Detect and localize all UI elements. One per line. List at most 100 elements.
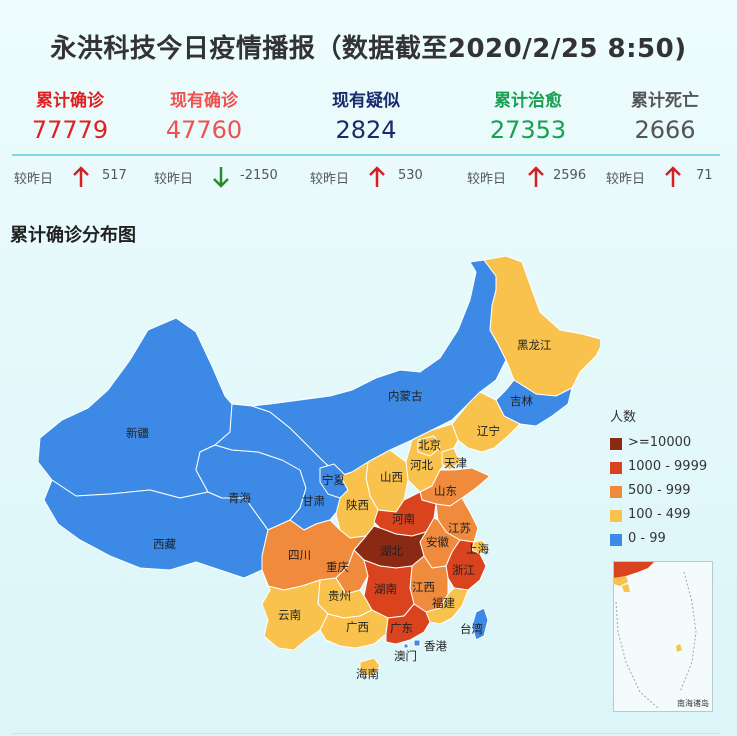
legend-item[interactable]: 500 - 999 bbox=[610, 481, 691, 505]
province-label: 江苏 bbox=[448, 521, 471, 535]
delta-label: 较昨日 bbox=[154, 172, 194, 187]
province-label: 海南 bbox=[356, 667, 379, 681]
province-label: 甘肃 bbox=[302, 494, 325, 508]
province-label: 天津 bbox=[444, 456, 467, 470]
delta-label: 较昨日 bbox=[14, 172, 54, 187]
province-label: 广东 bbox=[390, 621, 413, 635]
province-macau[interactable] bbox=[403, 643, 409, 649]
province-label: 山西 bbox=[380, 470, 403, 484]
arrow-up-icon bbox=[369, 166, 385, 187]
inset-map bbox=[614, 562, 697, 709]
stat-deaths: 累计死亡 2666 bbox=[595, 86, 735, 144]
province-yunnan[interactable] bbox=[261, 569, 329, 651]
province-taiwan[interactable] bbox=[471, 607, 489, 641]
legend-label: >=10000 bbox=[628, 435, 692, 450]
arrow-up-icon bbox=[665, 166, 681, 187]
legend-swatch bbox=[610, 510, 622, 522]
arrow-up-icon bbox=[73, 166, 89, 187]
delta-label: 较昨日 bbox=[467, 172, 507, 187]
stat-cured: 累计治愈 27353 bbox=[458, 86, 598, 144]
province-label: 贵州 bbox=[328, 589, 351, 603]
delta-value: 530 bbox=[398, 168, 423, 183]
stat-label: 累计治愈 bbox=[494, 91, 562, 111]
stat-value: 27353 bbox=[489, 116, 567, 144]
south-china-sea-inset: 南海诸岛 bbox=[613, 561, 713, 712]
delta-value: 2596 bbox=[553, 168, 587, 183]
arrow-down-icon bbox=[213, 167, 229, 188]
stat-label: 现有疑似 bbox=[332, 91, 400, 111]
province-beijing[interactable] bbox=[417, 435, 441, 457]
province-guangdong[interactable] bbox=[385, 603, 431, 645]
province-label: 吉林 bbox=[510, 394, 533, 408]
stat-current-confirmed: 现有确诊 47760 bbox=[134, 86, 274, 144]
province-tianjin[interactable] bbox=[441, 447, 461, 471]
province-label: 安徽 bbox=[426, 535, 449, 549]
divider bbox=[12, 154, 720, 156]
arrow-up-icon bbox=[528, 166, 544, 187]
province-label: 上海 bbox=[466, 542, 489, 556]
stats-row: 累计确诊 77779 现有确诊 47760 现有疑似 2824 累计治愈 273… bbox=[0, 86, 737, 156]
stat-label: 累计死亡 bbox=[631, 91, 699, 111]
delta-value: 517 bbox=[102, 168, 127, 183]
province-jilin[interactable] bbox=[495, 379, 573, 427]
stat-label: 现有确诊 bbox=[170, 91, 238, 111]
map-legend: 人数 >=10000 1000 - 9999 500 - 999 100 - 4… bbox=[610, 406, 707, 553]
bottom-divider bbox=[12, 733, 720, 734]
stat-suspected: 现有疑似 2824 bbox=[296, 86, 436, 144]
legend-item[interactable]: 1000 - 9999 bbox=[610, 457, 707, 481]
province-label: 湖南 bbox=[374, 582, 397, 596]
province-fujian[interactable] bbox=[425, 587, 469, 625]
province-label: 福建 bbox=[432, 596, 455, 610]
legend-label: 1000 - 9999 bbox=[628, 459, 708, 474]
province-label: 澳门 bbox=[394, 649, 417, 663]
delta-label: 较昨日 bbox=[310, 172, 350, 187]
province-label: 湖北 bbox=[380, 544, 403, 558]
province-hainan[interactable] bbox=[359, 657, 381, 677]
delta-value: 71 bbox=[696, 168, 713, 183]
stat-label: 累计确诊 bbox=[36, 91, 104, 111]
legend-title: 人数 bbox=[610, 410, 637, 425]
legend-label: 500 - 999 bbox=[628, 483, 691, 498]
province-label: 山东 bbox=[434, 484, 457, 498]
china-map: 新疆 西藏 青海 甘肃 内蒙古 宁夏 吉林 台湾 澳门 香港 黑龙江 辽宁 北京… bbox=[37, 255, 600, 681]
province-label: 重庆 bbox=[326, 560, 349, 574]
stat-value: 77779 bbox=[31, 116, 109, 144]
province-label: 宁夏 bbox=[322, 473, 345, 487]
legend-item[interactable]: >=10000 bbox=[610, 433, 691, 457]
province-guangxi[interactable] bbox=[319, 609, 389, 649]
province-label: 浙江 bbox=[452, 563, 475, 577]
province-label: 广西 bbox=[346, 620, 369, 634]
province-label: 河北 bbox=[410, 458, 433, 472]
legend-label: 100 - 499 bbox=[628, 507, 691, 522]
province-label: 辽宁 bbox=[477, 424, 500, 438]
legend-swatch bbox=[610, 462, 622, 474]
legend-item[interactable]: 100 - 499 bbox=[610, 505, 691, 529]
stat-value: 2666 bbox=[634, 116, 696, 144]
province-label: 北京 bbox=[418, 438, 441, 452]
province-zhejiang[interactable] bbox=[445, 539, 487, 591]
stat-value: 47760 bbox=[165, 116, 243, 144]
province-label: 内蒙古 bbox=[388, 389, 423, 403]
province-heilongjiang[interactable] bbox=[483, 255, 600, 397]
province-label: 香港 bbox=[424, 639, 447, 653]
province-label: 西藏 bbox=[153, 537, 176, 551]
legend-swatch bbox=[610, 486, 622, 498]
inset-label: 南海诸岛 bbox=[677, 699, 709, 708]
province-hongkong[interactable] bbox=[413, 639, 421, 647]
legend-label: 0 - 99 bbox=[628, 531, 666, 546]
province-label: 黑龙江 bbox=[517, 338, 552, 352]
page-title: 永洪科技今日疫情播报（数据截至2020/2/25 8:50) bbox=[50, 34, 687, 64]
stat-value: 2824 bbox=[335, 116, 397, 144]
map-title: 累计确诊分布图 bbox=[10, 225, 136, 246]
legend-swatch bbox=[610, 438, 622, 450]
province-label: 四川 bbox=[288, 548, 311, 562]
legend-swatch bbox=[610, 534, 622, 546]
delta-value: -2150 bbox=[240, 168, 278, 183]
province-label: 台湾 bbox=[460, 622, 483, 636]
legend-item[interactable]: 0 - 99 bbox=[610, 529, 666, 553]
province-label: 云南 bbox=[278, 608, 301, 622]
province-label: 河南 bbox=[392, 512, 415, 526]
delta-label: 较昨日 bbox=[606, 172, 646, 187]
province-label: 江西 bbox=[412, 580, 435, 594]
province-label: 陕西 bbox=[346, 498, 369, 512]
